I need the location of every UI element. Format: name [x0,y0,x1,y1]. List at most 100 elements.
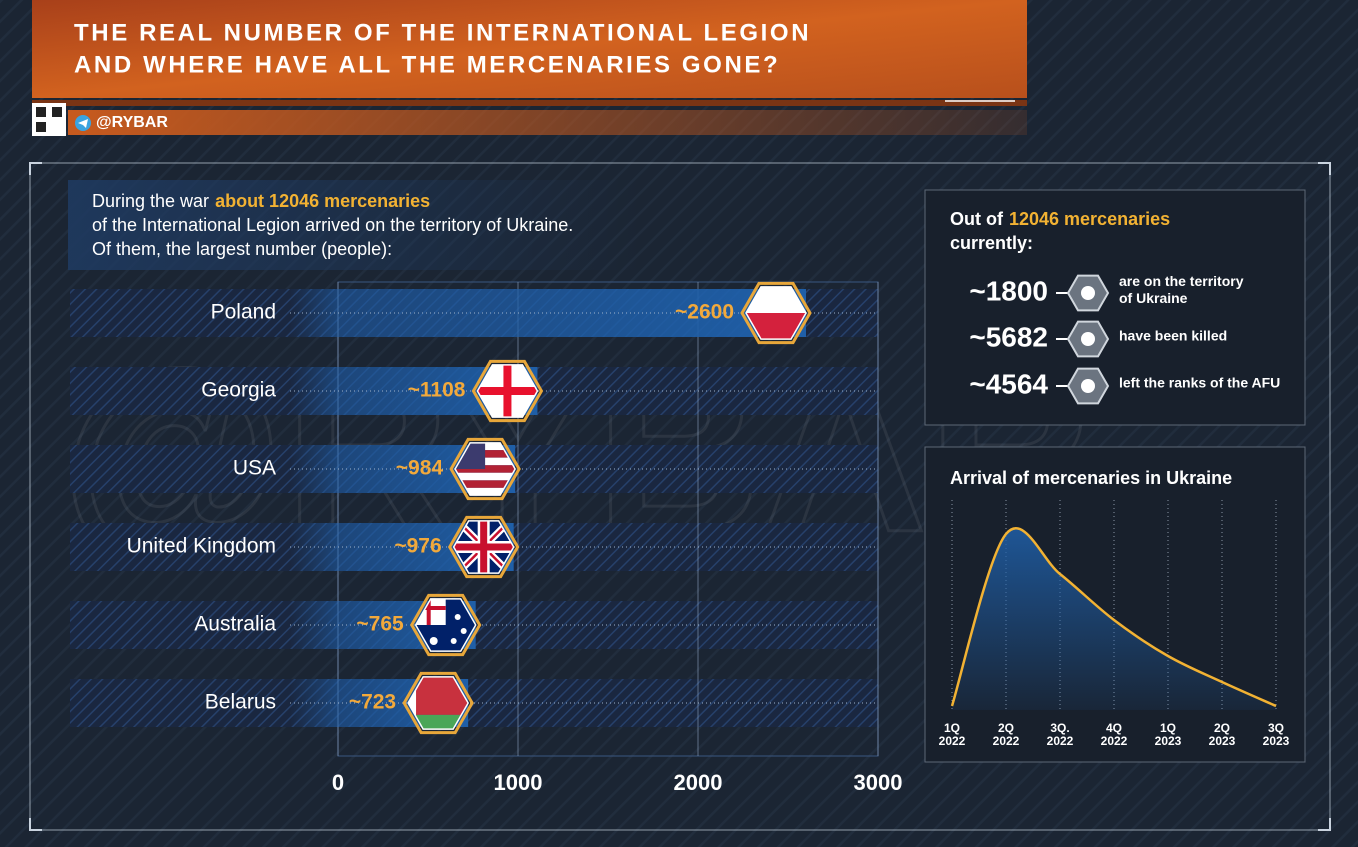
hexagon-border [449,437,521,501]
handle: @RYBAR [96,114,168,131]
flag [477,387,538,395]
x-tick-label: 3Q [1268,721,1284,735]
value-label: ~984 [396,457,444,480]
intro-lead: During the war [92,191,209,211]
hexagon-border [476,364,539,418]
x-tick-label: 2022 [993,734,1020,748]
x-tick-label: 1000 [494,770,543,795]
flag [455,480,516,488]
icon [1081,379,1095,393]
flag [454,614,461,620]
line-title: Arrival of mercenaries in Ukraine [950,468,1232,488]
value-label: ~1108 [408,379,466,402]
title-line: THE REAL NUMBER OF THE INTERNATIONAL LEG… [74,19,811,46]
flag-badge [740,281,812,345]
flag [453,543,514,551]
value-label: ~2600 [675,301,734,324]
x-tick-label: 2023 [1263,734,1290,748]
x-tick-label: 1Q [1160,721,1176,735]
summary-highlight: 12046 mercenaries [1009,209,1170,229]
summary-text: of Ukraine [1119,290,1188,306]
summary-title: Out of 12046 mercenaries [950,209,1170,229]
bar-chart: 0 1000 2000 3000 Poland ~2600 Georgia ~1108 USA ~… [70,281,903,795]
value-label: ~765 [356,613,404,636]
x-tick-label: 3Q. [1050,721,1069,735]
summary-text: have been killed [1119,328,1227,344]
category-label: Belarus [205,691,276,714]
x-tick-label: 4Q [1106,721,1122,735]
category-label: Poland [211,301,276,324]
x-tick-label: 2022 [1047,734,1074,748]
category-label: Australia [194,613,276,636]
value-label: ~976 [394,535,441,558]
flag [450,638,457,644]
summary-value: ~4564 [969,368,1048,399]
icon [1081,332,1095,346]
hexagon-border [745,286,807,340]
flag-badge [471,359,544,423]
telegram-icon [78,119,88,128]
hexagon-border [402,671,474,735]
intro-text: During the war about 12046 mercenaries [92,191,430,211]
x-tick-label: 2022 [1101,734,1128,748]
flag [408,676,469,730]
hexagon-border [447,515,520,579]
hexagon-border [407,676,470,730]
category-label: United Kingdom [127,535,276,558]
title-line: AND WHERE HAVE ALL THE MERCENARIES GONE? [74,51,780,78]
x-tick-label: 2022 [939,734,966,748]
x-tick-label: 0 [332,770,344,795]
x-tick-label: 2000 [674,770,723,795]
intro-text: Of them, the largest number (people): [92,239,392,259]
handle-band [68,110,1027,135]
icon [1081,286,1095,300]
flag [429,637,438,645]
hexagon-border [471,359,544,423]
flag [426,598,431,625]
frame [29,162,1331,831]
x-tick-label: 2Q [998,721,1014,735]
flag [415,606,446,610]
x-tick-label: 2Q [1214,721,1230,735]
header-strip [32,100,1027,106]
line-chart: 1Q20222Q20223Q.20224Q20221Q20232Q20233Q2… [939,500,1290,748]
area [952,528,1276,710]
x-tick-label: 3000 [854,770,903,795]
qr-code [36,107,46,117]
flag [455,487,516,496]
summary-text: left the ranks of the AFU [1119,375,1280,391]
flag [460,628,467,634]
flag-badge [447,515,520,579]
summary-lead: Out of [950,209,1004,229]
x-tick-label: 1Q [944,721,960,735]
intro-box [68,180,640,270]
line [950,527,1277,708]
hexagon-border [414,598,477,652]
category-label: USA [233,457,276,480]
qr-code [36,122,46,132]
summary-text: are on the territory [1119,273,1244,289]
header-band [32,0,1027,98]
summary-value: ~1800 [969,275,1048,306]
x-tick-label: 2023 [1155,734,1182,748]
hexagon-border [452,520,515,574]
intro-highlight: about 12046 mercenaries [215,191,430,211]
hexagon-border [740,281,812,345]
summary-value: ~5682 [969,321,1048,352]
hexagon-border [454,442,516,496]
flag-badge [402,671,474,735]
flag [455,472,516,481]
qr-code [52,107,62,117]
flag [408,676,417,730]
category-label: Georgia [201,379,276,402]
summary-panel [924,189,1306,426]
flag [408,714,469,730]
x-tick-label: 2023 [1209,734,1236,748]
summary-title: currently: [950,233,1033,253]
hexagon-border [409,593,482,657]
bar [338,289,806,337]
value-label: ~723 [349,691,396,714]
intro-text: of the International Legion arrived on t… [92,215,573,235]
